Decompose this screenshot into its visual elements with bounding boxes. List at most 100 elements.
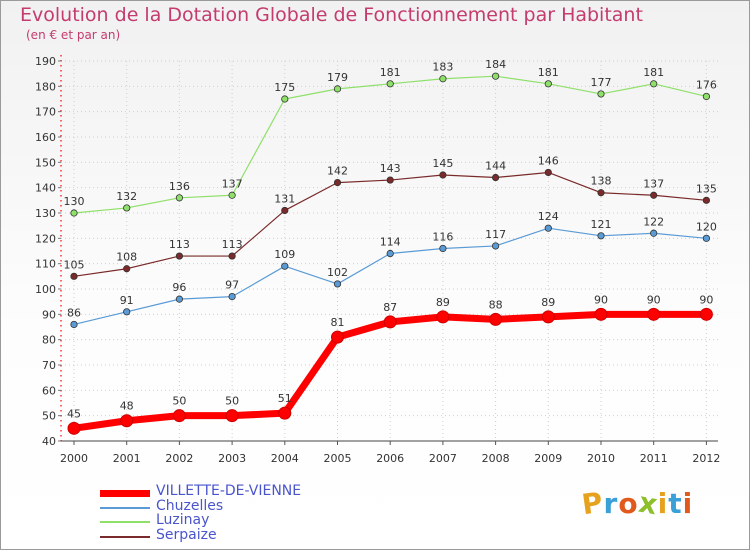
data-label: 179 xyxy=(327,71,348,84)
x-tick-label: 2001 xyxy=(113,452,141,465)
data-point xyxy=(331,330,344,344)
logo-letter: i xyxy=(657,487,669,520)
data-point xyxy=(120,414,134,428)
data-label: 137 xyxy=(222,177,243,190)
proxiti-logo: Proxiti xyxy=(580,486,694,522)
data-label: 48 xyxy=(120,400,134,413)
x-tick-label: 2003 xyxy=(218,452,246,465)
logo-letter: t xyxy=(668,487,683,520)
x-tick-label: 2008 xyxy=(482,452,510,465)
data-point xyxy=(386,176,394,184)
data-point xyxy=(491,242,500,250)
data-label: 90 xyxy=(699,293,713,306)
data-point xyxy=(175,194,183,202)
data-point xyxy=(544,224,552,232)
data-point xyxy=(228,252,236,260)
data-label: 176 xyxy=(696,78,717,91)
data-point xyxy=(67,421,81,435)
x-tick-label: 2005 xyxy=(324,452,352,465)
data-point xyxy=(383,315,397,329)
data-point xyxy=(597,232,605,240)
data-point xyxy=(699,307,713,321)
y-tick-label: 150 xyxy=(35,156,56,169)
y-tick-label: 160 xyxy=(35,131,56,144)
data-point xyxy=(489,312,503,326)
data-point xyxy=(650,191,658,199)
data-label: 113 xyxy=(222,238,243,251)
data-point xyxy=(544,80,552,88)
data-point xyxy=(123,308,131,316)
data-point xyxy=(70,209,78,217)
y-tick-label: 40 xyxy=(42,435,56,448)
data-point xyxy=(333,179,342,187)
data-label: 181 xyxy=(643,66,664,79)
y-tick-label: 50 xyxy=(42,410,56,423)
data-point xyxy=(281,95,289,103)
chart-title: Evolution de la Dotation Globale de Fonc… xyxy=(20,4,643,26)
data-point xyxy=(491,72,500,80)
x-tick-label: 2011 xyxy=(640,452,668,465)
data-point xyxy=(228,191,236,199)
x-tick-label: 2012 xyxy=(692,452,720,465)
data-label: 108 xyxy=(116,251,137,264)
data-point xyxy=(702,196,711,204)
data-label: 113 xyxy=(169,238,190,251)
x-tick-label: 2000 xyxy=(60,452,88,465)
data-point xyxy=(175,252,183,260)
data-point xyxy=(123,265,131,273)
data-point xyxy=(386,249,394,258)
data-label: 50 xyxy=(172,395,186,408)
x-tick-label: 2004 xyxy=(271,452,299,465)
data-label: 91 xyxy=(120,294,134,307)
data-label: 177 xyxy=(591,76,612,89)
data-point xyxy=(386,80,394,88)
data-point xyxy=(491,173,500,182)
y-tick-label: 90 xyxy=(42,308,56,321)
data-label: 142 xyxy=(327,165,348,178)
data-label: 144 xyxy=(485,160,506,173)
data-point xyxy=(650,80,658,88)
data-point xyxy=(70,272,78,280)
legend-swatch xyxy=(100,535,150,538)
logo-letter: o xyxy=(618,487,639,520)
data-label: 90 xyxy=(647,293,661,306)
legend-label: Luzinay xyxy=(156,512,210,528)
data-point xyxy=(650,229,658,237)
data-label: 86 xyxy=(67,306,81,319)
data-label: 124 xyxy=(538,210,559,223)
data-label: 137 xyxy=(643,177,664,190)
y-tick-label: 100 xyxy=(35,283,56,296)
data-label: 89 xyxy=(436,296,450,309)
data-label: 114 xyxy=(380,236,401,249)
data-label: 184 xyxy=(485,58,506,71)
data-label: 121 xyxy=(591,218,612,231)
legend-swatch xyxy=(100,521,150,523)
data-point xyxy=(123,204,131,212)
x-tick-label: 2006 xyxy=(376,452,404,465)
x-tick-label: 2002 xyxy=(165,452,193,465)
x-tick-label: 2010 xyxy=(587,452,615,465)
data-label: 81 xyxy=(331,316,345,329)
x-tick-label: 2007 xyxy=(429,452,457,465)
y-tick-label: 170 xyxy=(35,106,56,119)
legend-label: Chuzelles xyxy=(156,497,224,514)
data-label: 122 xyxy=(643,215,664,228)
logo-letter: i xyxy=(682,487,694,520)
data-point xyxy=(225,409,239,423)
data-point xyxy=(647,307,661,321)
data-point xyxy=(594,307,608,321)
data-label: 183 xyxy=(432,61,453,74)
data-label: 138 xyxy=(591,175,612,188)
data-label: 181 xyxy=(538,66,559,79)
data-point xyxy=(333,280,342,288)
data-label: 97 xyxy=(225,279,239,292)
data-point xyxy=(333,85,342,93)
data-point xyxy=(228,292,236,301)
data-point xyxy=(175,295,183,303)
data-point xyxy=(597,90,605,98)
data-point xyxy=(281,262,289,270)
data-label: 175 xyxy=(274,81,295,94)
data-label: 130 xyxy=(64,195,85,208)
